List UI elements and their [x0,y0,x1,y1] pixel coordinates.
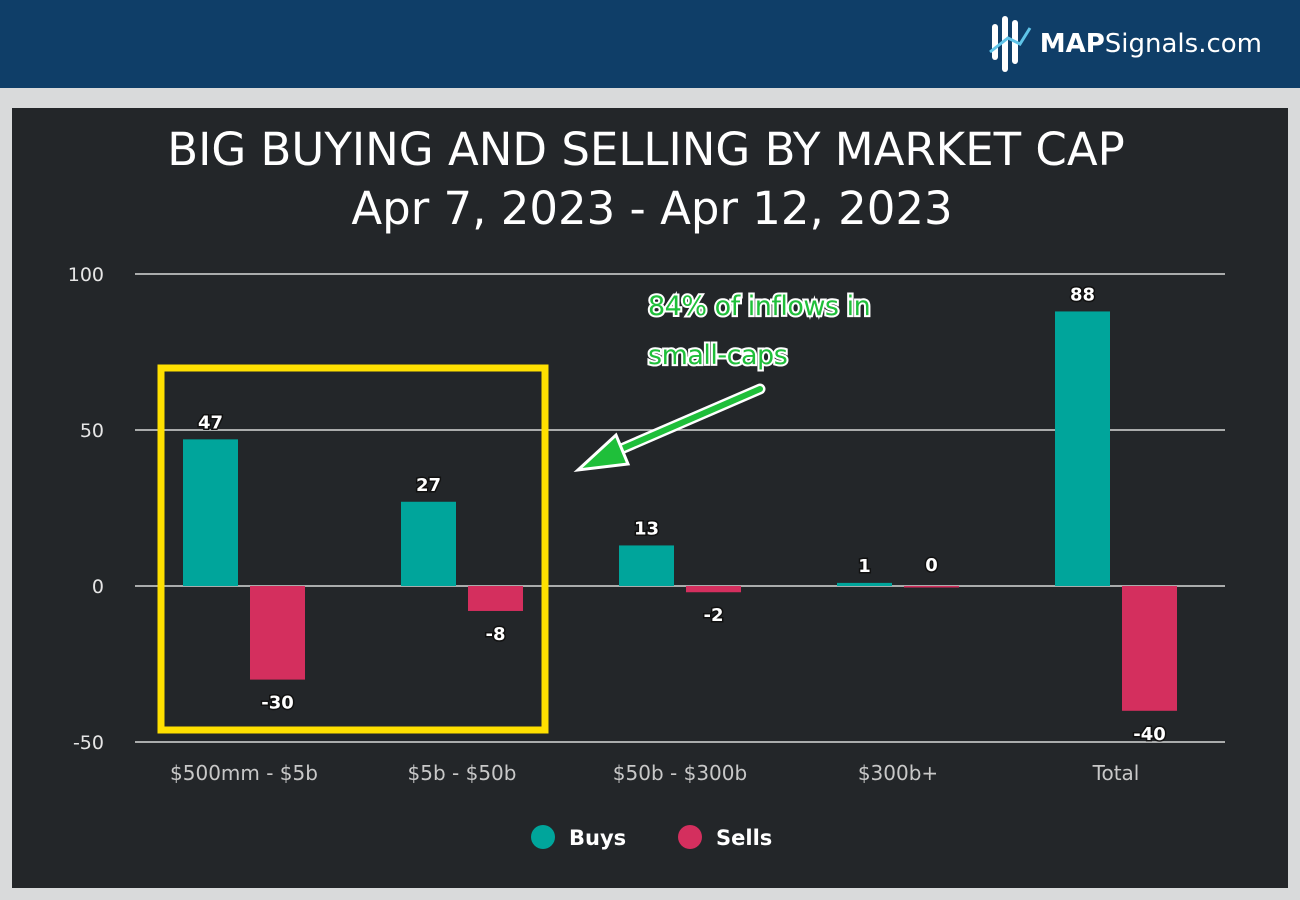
x-category-label: $5b - $50b [408,761,517,785]
legend-buys-swatch [531,825,555,849]
header-bar: MAPSignals.com [0,0,1300,88]
mapsignals-logo: MAPSignals.com [988,12,1262,76]
legend-buys-label: Buys [569,826,626,850]
buys-data-label: 47 [198,412,223,433]
legend: Buys Sells [531,825,772,850]
sells-bar [686,586,741,593]
x-category-label: Total [1092,761,1140,785]
x-category-label: $50b - $300b [613,761,747,785]
logo-rest-text: Signals.com [1104,29,1262,59]
y-tick-label: 100 [68,264,104,286]
buys-data-label: 27 [416,475,441,496]
buys-data-label: 1 [858,556,871,577]
data-labels: 47 -30 27 -8 13 -2 1 0 88 -40 [196,283,1167,746]
sells-data-label: -40 [1133,724,1166,745]
x-axis-labels: $500mm - $5b $5b - $50b $50b - $300b $300b+… [170,761,1139,785]
annotation-arrow-head [573,432,631,473]
logo-wordmark: MAPSignals.com [1040,29,1262,59]
sells-bar [1122,586,1177,711]
bars [183,311,1177,711]
y-tick-label: -50 [73,732,104,754]
logo-bold-text: MAP [1039,29,1105,59]
buys-data-label: 88 [1070,284,1095,305]
legend-sells-swatch [678,825,702,849]
buys-bar [183,439,238,586]
grid-lines [135,273,1225,743]
buys-bar [837,582,892,586]
annotation-arrow-shaft [609,386,763,456]
sells-bar [904,586,959,588]
bar-chart: BIG BUYING AND SELLING BY MARKET CAP Apr… [68,123,1225,850]
y-axis-ticks: -50 0 50 100 [68,264,104,754]
sells-bar [468,586,523,611]
highlight-box [157,364,549,734]
y-tick-label: 0 [92,576,104,598]
annotation-line-2: small-caps [648,340,787,371]
chart-title: BIG BUYING AND SELLING BY MARKET CAP [167,123,1125,176]
buys-data-label: 13 [634,518,659,539]
buys-bar [401,501,456,586]
y-tick-label: 50 [80,420,104,442]
annotation-line-1: 84% of inflows in [648,291,870,322]
legend-sells-label: Sells [716,826,772,850]
sells-data-label: 0 [925,555,938,576]
chart-panel: BIG BUYING AND SELLING BY MARKET CAP Apr… [12,108,1288,888]
sells-data-label: -8 [486,624,506,645]
buys-bar [619,545,674,586]
buys-bar [1055,311,1110,586]
sells-data-label: -30 [261,693,294,714]
sells-bar [250,586,305,680]
sells-data-label: -2 [704,605,724,626]
annotation: 84% of inflows in small-caps [573,289,873,473]
mapsignals-logo-icon [988,16,1031,72]
x-category-label: $500mm - $5b [170,761,318,785]
x-category-label: $300b+ [858,761,938,785]
chart-subtitle: Apr 7, 2023 - Apr 12, 2023 [351,182,952,235]
